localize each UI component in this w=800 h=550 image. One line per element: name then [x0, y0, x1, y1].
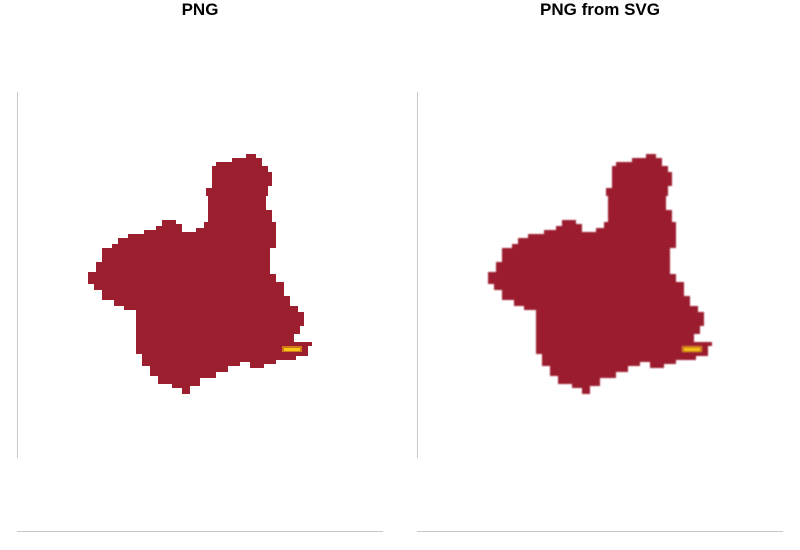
hotspot-core [684, 348, 700, 351]
y-axis-line [17, 92, 18, 458]
x-axis-line [417, 531, 783, 532]
island-pixel [708, 342, 712, 346]
hotspot-core [284, 348, 300, 351]
raster-map-png-from-svg [488, 154, 712, 394]
region-shape [488, 154, 708, 394]
region-shape [88, 154, 308, 394]
y-axis-line [417, 92, 418, 458]
x-axis-line [17, 531, 383, 532]
island-pixel [308, 342, 312, 346]
panel-title-png-from-svg: PNG from SVG [540, 0, 660, 19]
panel-title-png: PNG [181, 0, 219, 19]
raster-map-png [88, 154, 312, 394]
panel-png: PNG [17, 0, 383, 532]
panel-png-from-svg: PNG from SVG [400, 0, 800, 550]
